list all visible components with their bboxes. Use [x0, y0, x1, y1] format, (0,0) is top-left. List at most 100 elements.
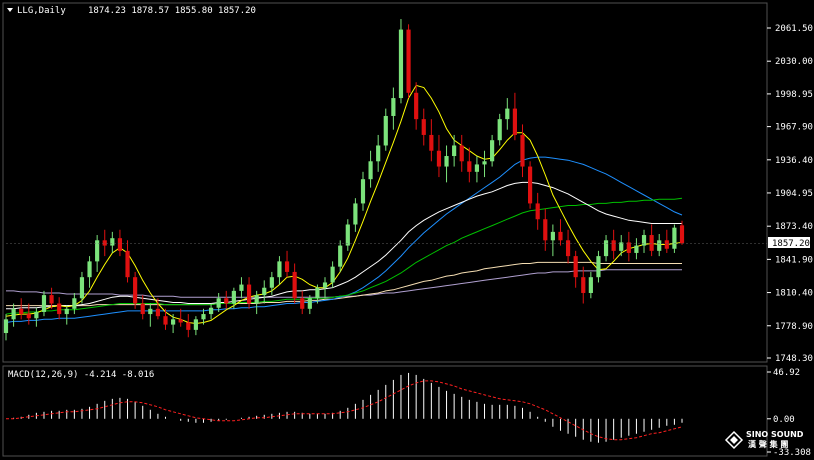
ma-green-line: [5, 197, 683, 315]
candle-bull: [596, 256, 601, 278]
candle-bull: [239, 284, 244, 291]
current-price-box: [768, 237, 810, 248]
candle-bear: [133, 277, 138, 304]
price-tick-label: 2030.00: [775, 57, 813, 67]
candle-bull: [505, 108, 510, 120]
candle-bear: [535, 203, 540, 220]
candle-bear: [429, 134, 434, 151]
candle-bull: [490, 140, 495, 162]
macd-label: MACD(12,26,9) -4.214 -8.016: [8, 370, 154, 380]
current-price-label: 1857.20: [772, 239, 810, 249]
candle-bull: [444, 156, 449, 167]
candle-bull: [474, 164, 480, 172]
candle-bear: [565, 240, 571, 257]
price-tick-label: 1998.95: [775, 90, 813, 100]
macd-tick-label: 0.00: [773, 415, 795, 425]
candle-bull: [3, 319, 9, 334]
candle-bull: [208, 307, 214, 315]
candle-bull: [588, 277, 593, 293]
candle-bull: [87, 261, 92, 278]
price-tick-label: 1748.30: [775, 354, 813, 364]
candle-bull: [110, 238, 115, 246]
logo-diamond-icon: [724, 430, 744, 450]
sinosound-logo: SINO SOUND 漢 聲 集 團: [724, 430, 804, 450]
candle-bull: [171, 319, 176, 325]
candlestick-layer: [3, 19, 767, 341]
candle-bear: [528, 166, 533, 204]
candle-bear: [102, 240, 107, 246]
candle-bear: [406, 29, 411, 93]
candle-bear: [178, 319, 183, 323]
price-tick-label: 1778.90: [775, 322, 813, 332]
candle-bear: [558, 231, 563, 241]
macd-layer: [6, 372, 683, 443]
price-panel-frame: [2, 2, 768, 363]
candle-bull: [603, 240, 609, 257]
candle-bull: [193, 319, 198, 330]
candle-bear: [626, 242, 631, 253]
candle-bear: [26, 314, 31, 319]
candle-bull: [338, 245, 343, 267]
candle-bear: [224, 298, 229, 304]
ma-white-line: [6, 181, 682, 310]
candle-bull: [254, 295, 259, 304]
candle-bull: [72, 298, 77, 309]
candle-bull: [330, 266, 335, 283]
candle-bull: [269, 277, 274, 288]
symbol-label: LLG,Daily: [17, 6, 66, 16]
candle-bull: [148, 308, 153, 315]
candle-bull: [79, 277, 85, 299]
price-tick-label: 2061.50: [775, 24, 813, 34]
candle-bear: [414, 92, 419, 120]
ohlc-values: 1874.23 1878.57 1855.80 1857.20: [88, 6, 256, 16]
candle-bear: [436, 150, 442, 167]
candle-bull: [34, 311, 39, 319]
candle-bear: [125, 250, 130, 278]
candle-bull: [619, 242, 624, 251]
price-tick-label: 1841.90: [775, 255, 813, 265]
macd-signal-line: [6, 380, 683, 441]
logo-diamond-inner-icon: [730, 436, 738, 444]
candle-bull: [368, 161, 373, 180]
candle-bull: [201, 314, 206, 320]
candle-bear: [543, 219, 548, 241]
candle-bull: [360, 179, 366, 204]
candle-bull: [345, 224, 350, 246]
candle-bear: [512, 108, 517, 135]
dropdown-triangle-icon[interactable]: [7, 8, 13, 12]
candle-bull: [376, 145, 381, 162]
candle-bull: [634, 245, 639, 253]
candle-bull: [95, 240, 100, 262]
candle-bear: [649, 235, 654, 251]
candle-bull: [383, 115, 388, 146]
candle-bull: [482, 161, 487, 165]
candle-bull: [64, 308, 69, 315]
candle-bear: [140, 303, 145, 315]
candle-bull: [231, 290, 236, 304]
candle-bear: [581, 277, 586, 293]
price-tick-label: 1967.90: [775, 123, 813, 133]
logo-name: SINO SOUND: [746, 430, 804, 439]
price-tick-label: 1873.40: [775, 222, 813, 232]
candle-bear: [679, 225, 685, 244]
candle-bear: [520, 134, 525, 167]
candle-bear: [246, 284, 252, 304]
moving-average-layer: [5, 84, 683, 325]
candle-bull: [11, 308, 16, 320]
candle-bull: [216, 298, 221, 308]
price-axis: 2061.50 2030.00 1998.95 1967.90 1936.40 1904.…: [767, 24, 813, 364]
macd-tick-label: 46.92: [773, 368, 800, 378]
candle-bear: [292, 271, 297, 299]
candle-bull: [497, 119, 502, 141]
candle-bear: [163, 316, 168, 325]
price-tick-label: 1936.40: [775, 156, 813, 166]
candle-bull: [307, 298, 312, 309]
candle-bear: [611, 240, 616, 251]
candle-bear: [186, 322, 191, 330]
price-tick-label: 1810.40: [775, 289, 813, 299]
candle-bear: [19, 308, 24, 315]
candle-bull: [262, 287, 267, 296]
candle-bull: [672, 227, 677, 249]
candle-bear: [421, 119, 426, 135]
